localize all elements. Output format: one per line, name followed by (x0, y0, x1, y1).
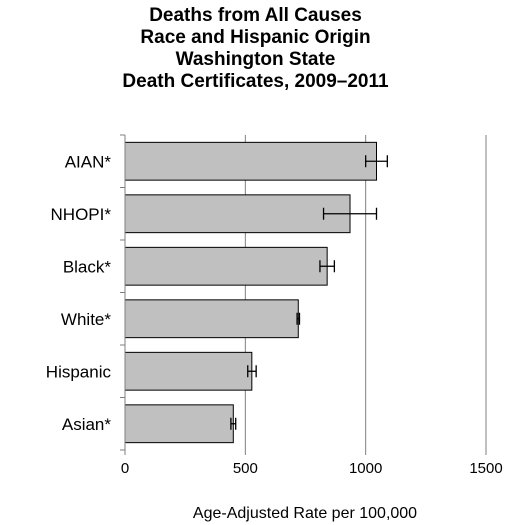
chart-title-line-4: Death Certificates, 2009–2011 (122, 71, 389, 92)
bar-white (124, 299, 299, 339)
bar-aian (124, 141, 377, 181)
x-tick-label: 500 (233, 460, 258, 477)
category-label: Hispanic (46, 362, 112, 381)
x-tick-label: 1000 (349, 460, 382, 477)
bar-hispanic (124, 351, 253, 391)
category-label: AIAN* (65, 152, 112, 171)
gridlines (244, 135, 487, 450)
x-tick-label: 1500 (469, 460, 502, 477)
chart-title-line-2: Race and Hispanic Origin (140, 27, 371, 48)
bars (124, 141, 377, 444)
bar-nhopi (124, 194, 351, 234)
chart-title-line-3: Washington State (175, 49, 336, 70)
category-label: Asian* (62, 415, 112, 434)
x-tick-labels: 0 500 1000 1500 (121, 460, 503, 477)
bar-asian (124, 404, 234, 444)
category-label: NHOPI* (51, 205, 112, 224)
chart-title-line-1: Deaths from All Causes (149, 5, 362, 26)
bar-black (124, 246, 328, 286)
category-label: White* (61, 310, 111, 329)
error-bars (230, 155, 388, 430)
x-axis-title: Age-Adjusted Rate per 100,000 (193, 505, 417, 522)
category-label: Black* (63, 257, 112, 276)
x-tick-label: 0 (121, 460, 129, 477)
category-labels: AIAN* NHOPI* Black* White* Hispanic Asian* (46, 152, 112, 434)
axes (120, 134, 487, 455)
